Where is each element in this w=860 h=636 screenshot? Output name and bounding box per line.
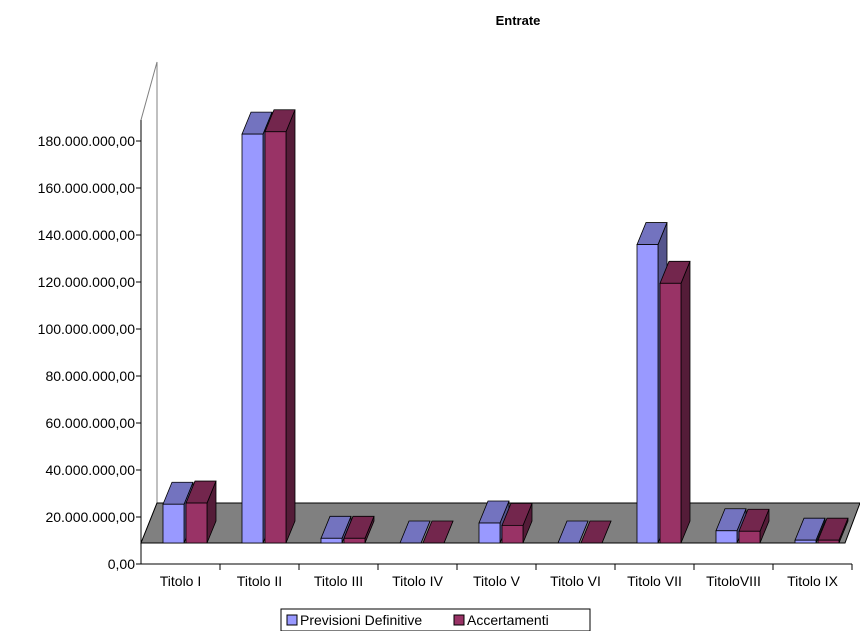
x-tick-label: Titolo VI (550, 573, 601, 589)
y-tick-label: 120.000.000,00 (38, 274, 136, 290)
y-tick-label: 0,00 (108, 556, 135, 572)
bar-front (163, 504, 184, 543)
x-tick-label: TitoloVIII (706, 573, 761, 589)
x-tick-label: Titolo IV (392, 573, 443, 589)
bar-side (681, 261, 690, 543)
y-axis: 0,00 20.000.000,00 40.000.000,00 60.000.000… (38, 120, 141, 572)
legend-swatch (287, 615, 297, 625)
legend-item: Previsioni Definitive (287, 612, 422, 628)
bar-side (286, 110, 295, 543)
bar-front (739, 531, 760, 543)
legend-swatch (454, 615, 464, 625)
y-tick-label: 160.000.000,00 (38, 180, 136, 196)
x-axis: Titolo I Titolo II Titolo III Titolo IV Tito… (141, 564, 852, 589)
x-tick-label: Titolo IX (787, 573, 838, 589)
y-tick-label: 40.000.000,00 (45, 462, 135, 478)
legend-item: Accertamenti (454, 612, 549, 628)
bar (660, 261, 690, 543)
x-tick-label: Titolo I (160, 573, 202, 589)
legend-label: Accertamenti (467, 612, 549, 628)
bars (163, 110, 848, 543)
bar-front (479, 523, 500, 543)
bar-front (818, 540, 839, 543)
bar-front (637, 245, 658, 543)
legend-label: Previsioni Definitive (300, 612, 422, 628)
y-tick-label: 20.000.000,00 (45, 509, 135, 525)
bar-front (344, 538, 365, 543)
y-tick-label: 180.000.000,00 (38, 133, 136, 149)
bar-front (321, 538, 342, 543)
x-tick-label: Titolo II (237, 573, 282, 589)
bar-front (716, 531, 737, 543)
bar-front (502, 525, 523, 543)
y-tick-label: 100.000.000,00 (38, 321, 136, 337)
bar-front (265, 132, 286, 543)
y-tick-label: 140.000.000,00 (38, 227, 136, 243)
x-tick-label: Titolo VII (627, 573, 682, 589)
bar-front (242, 134, 263, 543)
bar-front (795, 540, 816, 543)
left-wall (141, 62, 157, 543)
y-tick-label: 60.000.000,00 (45, 415, 135, 431)
legend: Previsioni Definitive Accertamenti (281, 609, 590, 631)
x-tick-label: Titolo V (473, 573, 521, 589)
chart-title: Entrate (496, 13, 541, 28)
y-tick-label: 80.000.000,00 (45, 368, 135, 384)
x-tick-label: Titolo III (314, 573, 363, 589)
bar-front (660, 283, 681, 543)
bar (265, 110, 295, 543)
bar-front (186, 503, 207, 543)
